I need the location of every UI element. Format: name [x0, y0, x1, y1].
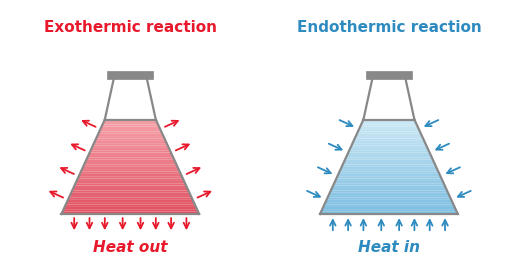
Polygon shape — [350, 146, 427, 148]
Polygon shape — [333, 183, 445, 186]
Polygon shape — [358, 129, 420, 131]
Polygon shape — [327, 197, 451, 200]
Polygon shape — [366, 71, 412, 79]
Polygon shape — [341, 167, 437, 169]
Polygon shape — [72, 188, 188, 190]
Polygon shape — [334, 181, 444, 183]
Polygon shape — [355, 136, 423, 139]
Polygon shape — [85, 160, 175, 162]
Polygon shape — [339, 171, 439, 174]
Polygon shape — [347, 153, 431, 155]
Polygon shape — [80, 171, 181, 174]
Polygon shape — [82, 167, 178, 169]
Polygon shape — [103, 120, 157, 122]
Polygon shape — [96, 136, 164, 139]
Polygon shape — [342, 164, 436, 167]
Polygon shape — [323, 204, 454, 207]
Polygon shape — [335, 179, 443, 181]
Polygon shape — [70, 193, 190, 195]
Polygon shape — [79, 174, 182, 176]
Polygon shape — [92, 146, 169, 148]
Polygon shape — [348, 150, 430, 153]
Polygon shape — [76, 179, 184, 181]
Polygon shape — [90, 148, 170, 150]
Polygon shape — [97, 134, 163, 136]
Polygon shape — [320, 212, 458, 214]
Text: Heat out: Heat out — [93, 240, 167, 255]
Polygon shape — [352, 143, 426, 146]
Polygon shape — [331, 188, 447, 190]
Polygon shape — [359, 127, 419, 129]
Polygon shape — [322, 207, 456, 209]
Polygon shape — [330, 190, 448, 193]
Polygon shape — [344, 160, 434, 162]
Polygon shape — [77, 176, 183, 179]
Polygon shape — [356, 134, 422, 136]
Text: Exothermic reaction: Exothermic reaction — [44, 20, 217, 35]
Polygon shape — [329, 193, 449, 195]
Polygon shape — [337, 174, 440, 176]
Polygon shape — [349, 148, 428, 150]
Polygon shape — [84, 162, 176, 164]
Polygon shape — [66, 202, 195, 204]
Polygon shape — [73, 186, 187, 188]
Polygon shape — [345, 157, 433, 160]
Polygon shape — [99, 129, 161, 131]
Polygon shape — [69, 195, 191, 197]
Polygon shape — [340, 169, 438, 171]
Polygon shape — [94, 141, 166, 143]
Polygon shape — [88, 153, 172, 155]
Polygon shape — [102, 122, 158, 124]
Polygon shape — [63, 207, 197, 209]
Polygon shape — [343, 162, 435, 164]
Polygon shape — [98, 131, 162, 134]
Polygon shape — [107, 71, 153, 79]
Polygon shape — [81, 169, 179, 171]
Polygon shape — [64, 204, 196, 207]
Polygon shape — [346, 155, 432, 157]
Polygon shape — [71, 190, 189, 193]
Polygon shape — [328, 195, 450, 197]
Polygon shape — [324, 202, 453, 204]
Polygon shape — [62, 209, 198, 212]
Polygon shape — [75, 181, 185, 183]
Polygon shape — [360, 124, 418, 127]
Polygon shape — [321, 209, 457, 212]
Polygon shape — [68, 197, 193, 200]
Polygon shape — [86, 157, 174, 160]
Text: Heat in: Heat in — [358, 240, 420, 255]
Polygon shape — [100, 127, 160, 129]
Polygon shape — [74, 183, 186, 186]
Polygon shape — [362, 120, 415, 122]
Polygon shape — [354, 139, 424, 141]
Polygon shape — [61, 212, 199, 214]
Polygon shape — [353, 141, 425, 143]
Polygon shape — [361, 122, 417, 124]
Polygon shape — [89, 150, 171, 153]
Polygon shape — [357, 131, 421, 134]
Polygon shape — [83, 164, 177, 167]
Polygon shape — [95, 139, 165, 141]
Polygon shape — [326, 200, 452, 202]
Polygon shape — [332, 186, 446, 188]
Polygon shape — [336, 176, 441, 179]
Polygon shape — [101, 124, 159, 127]
Text: Endothermic reaction: Endothermic reaction — [296, 20, 482, 35]
Polygon shape — [67, 200, 194, 202]
Polygon shape — [93, 143, 168, 146]
Polygon shape — [87, 155, 173, 157]
